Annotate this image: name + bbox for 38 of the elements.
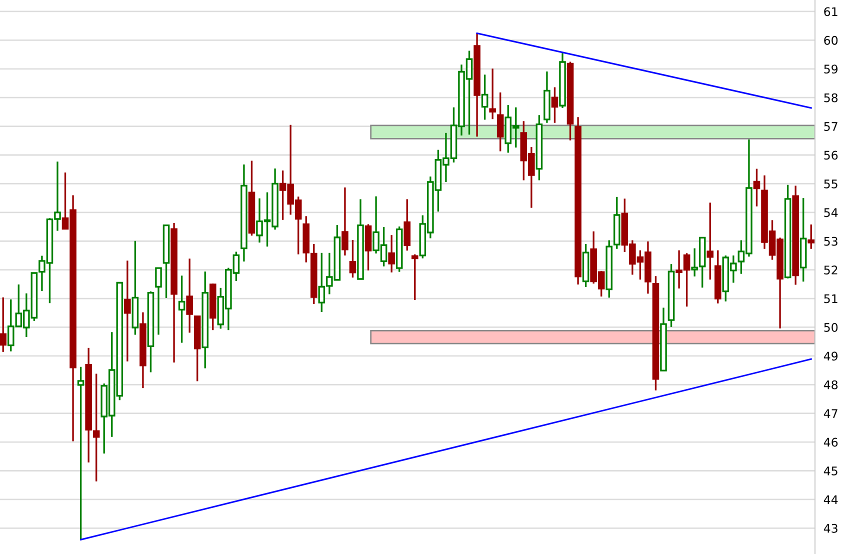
y-tick-label: 52 — [824, 266, 838, 274]
y-tick-label: 57 — [824, 122, 838, 131]
y-tick-label: 46 — [824, 438, 838, 447]
candlestick — [342, 186, 348, 256]
y-tick-label: 58 — [824, 93, 838, 102]
y-tick-label: 49 — [824, 352, 838, 361]
y-tick-label: 56 — [824, 150, 838, 160]
candlestick — [481, 74, 488, 121]
y-tick-label: 48 — [824, 380, 838, 390]
candlestick — [124, 260, 131, 362]
candlestick — [706, 202, 714, 280]
y-tick-label: 47 — [824, 409, 838, 418]
candlestick — [753, 168, 760, 208]
y-tick-label: 45 — [824, 466, 838, 476]
candlestick — [496, 92, 504, 152]
candlestick — [349, 239, 356, 278]
candlestick — [489, 68, 496, 120]
candlestick — [186, 258, 193, 334]
y-tick-label: 53 — [824, 236, 838, 246]
y-tick-label: 50 — [824, 322, 838, 332]
y-tick-label: 43 — [824, 524, 838, 533]
candlestick — [92, 372, 100, 482]
candlestick — [77, 366, 84, 540]
y-tick-label: 51 — [824, 294, 838, 304]
y-tick-label: 61 — [824, 7, 838, 16]
candlestick — [178, 274, 186, 344]
candlestick — [0, 296, 7, 353]
candlestick — [808, 224, 815, 250]
y-tick-label: 54 — [824, 208, 838, 218]
candlestick — [551, 86, 558, 124]
candlestick — [155, 267, 162, 336]
candlestick — [411, 253, 418, 301]
candlestick — [404, 198, 411, 252]
y-tick-label: 44 — [824, 495, 838, 504]
candlestick — [388, 234, 395, 274]
y-tick-label: 60 — [824, 36, 838, 45]
y-tick-label: 59 — [824, 64, 838, 74]
y-tick-label: 55 — [824, 180, 838, 188]
